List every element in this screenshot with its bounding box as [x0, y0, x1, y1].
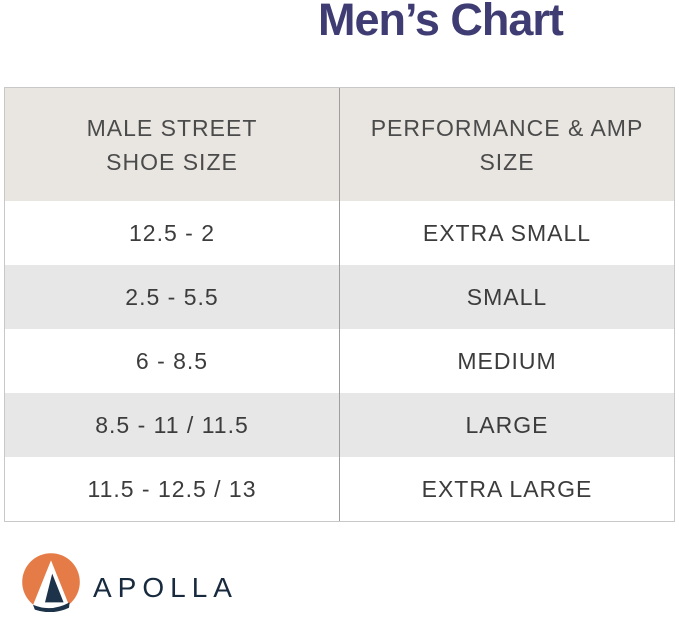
column-header-amp-size: PERFORMANCE & AMP SIZE: [340, 88, 674, 201]
amp-size-cell: EXTRA SMALL: [422, 219, 592, 246]
brand-wordmark: APOLLA: [93, 572, 238, 603]
table-row: 12.5 - 2 EXTRA SMALL: [5, 201, 674, 265]
column-header-line: SHOE SIZE: [106, 148, 238, 175]
amp-size-cell: EXTRA LARGE: [421, 475, 593, 502]
shoe-size-cell: 2.5 - 5.5: [5, 265, 340, 329]
shoe-size-cell: 11.5 - 12.5 / 13: [5, 457, 340, 521]
amp-size-cell: SMALL: [466, 283, 548, 310]
mens-size-chart-table: MALE STREET SHOE SIZE PERFORMANCE & AMP …: [4, 87, 675, 522]
shoe-size-cell: 6 - 8.5: [5, 329, 340, 393]
table-row: 8.5 - 11 / 11.5 LARGE: [5, 393, 674, 457]
table-row: 2.5 - 5.5 SMALL: [5, 265, 674, 329]
column-header-line: MALE STREET: [86, 114, 258, 141]
amp-size-cell: MEDIUM: [457, 347, 557, 374]
shoe-size-cell: 12.5 - 2: [5, 201, 340, 265]
shoe-size-cell: 8.5 - 11 / 11.5: [5, 393, 340, 457]
table-row: 11.5 - 12.5 / 13 EXTRA LARGE: [5, 457, 674, 521]
table-header-row: MALE STREET SHOE SIZE PERFORMANCE & AMP …: [5, 88, 674, 201]
column-header-line: PERFORMANCE & AMP: [370, 114, 644, 141]
table-row: 6 - 8.5 MEDIUM: [5, 329, 674, 393]
column-header-line: SIZE: [479, 148, 535, 175]
column-header-shoe-size: MALE STREET SHOE SIZE: [5, 88, 340, 201]
page-title: Men’s Chart: [318, 0, 564, 45]
amp-size-cell: LARGE: [465, 411, 549, 438]
apolla-mountain-a-icon: [21, 552, 81, 613]
